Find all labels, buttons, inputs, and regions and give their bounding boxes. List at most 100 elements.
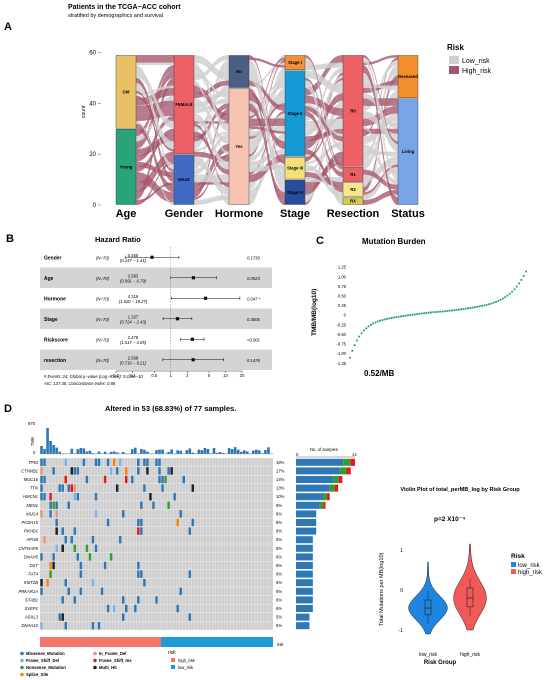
mutation-cell [67,501,71,509]
alluvial-flow [136,161,174,178]
oncoplot-sample-bars [296,456,355,630]
panel-a-ytick: 40 [89,101,96,107]
panel-a-axis-labels: Age Gender Hormone Stage Resection Status [116,208,425,220]
panel-d-oncoplot: D Altered in 53 (68.83%) of 77 samples. … [4,403,357,677]
mutation-cell [137,467,140,475]
tmb-bar [167,451,170,454]
tmb-point [362,329,365,332]
alluvial-flow [136,95,174,152]
tmb-bar [73,453,77,454]
tmb-bar [197,449,201,454]
mutation-cell [137,458,140,466]
tmb-bar [227,448,231,454]
alluvial-axis-label: Status [391,208,425,220]
tmb-bar [200,450,204,454]
gene-percent: 6% [276,580,282,585]
gene-sample-bar [296,510,317,518]
tmb-bar [49,441,52,454]
tmb-point [476,305,479,308]
mutation-cell [67,484,71,492]
gene-name: DNAH10 [21,623,38,628]
mutation-cell [167,501,170,509]
gene-percent: 10% [276,494,285,499]
alluvial-stratum-label: FEMALE [175,102,192,107]
panel-b-forest: B Hazard Ratio Gender (N=70) 0.455(0.147 −… [6,233,272,386]
tmb-bar [176,450,179,454]
mutation-cell [176,518,179,527]
tmb-point [501,297,504,300]
alluvial-flow [249,62,285,89]
gene-sample-bar [296,605,313,612]
tmb-bar [79,447,83,454]
tmb-bar [149,453,152,454]
legend-high-risk-swatch [449,66,459,74]
mutation-cell [143,484,146,492]
violin-ytick: 0 [400,588,403,594]
forest-p: 0.1730 [247,255,260,260]
alluvial-stratum [115,55,137,129]
alluvial-stratum [342,55,364,167]
alluvial-flow [249,54,285,165]
mutation-cell [61,527,65,535]
gene-name: CTNNB1 [21,468,38,473]
mutation-legend-label: In_Frame_Del [99,651,126,656]
tmb-point [453,309,456,312]
gene-sample-bar [296,613,310,621]
tmb-bar [252,450,255,454]
mutation-cell [40,458,43,466]
tmb-bar [127,453,131,454]
tmb-bar [143,449,146,454]
alluvial-stratum [173,55,195,154]
alluvial-flow [136,171,174,200]
mutation-cell [49,510,52,518]
forest-variable: Gender [44,255,62,261]
mutation-cell [164,475,167,484]
tmb-point [369,323,372,326]
tmb-point [388,317,391,320]
alluvial-flow [136,77,174,183]
alluvial-flow [305,57,343,172]
tmb-point [383,318,386,321]
mutation-cell [140,518,143,527]
panel-c-ytick: 0.50 [338,293,347,298]
tmb-point [411,313,414,316]
mutation-cell [121,596,125,604]
alluvial-flow [249,88,285,205]
mutation-cell [43,458,46,466]
mutation-legend-swatch [93,651,97,656]
tmb-bar [82,448,86,454]
alluvial-flow [194,131,229,175]
tmb-point [349,356,351,359]
mutation-cell [64,536,68,544]
tmb-point [353,344,356,347]
panel-violin: Violin Plot of total_perMB_log by Risk G… [379,487,543,666]
mutation-cell [85,475,89,484]
alluvial-flow [363,54,398,144]
mutation-cell [109,553,113,561]
mutation-legend-label: Multi_Hit [99,665,117,670]
mutation-cell [73,527,77,535]
alluvial-flow [305,80,343,205]
alluvial-flow [305,54,343,167]
tmb-point [460,308,463,311]
alluvial-flow [363,80,398,175]
gene-percent: 5% [276,623,282,628]
tmb-bar [242,450,246,454]
gene-percent: 9% [276,503,282,508]
alluvial-axis-label: Hormone [215,208,263,220]
mutation-cell [55,501,58,509]
alluvial-flow [194,194,229,205]
tmb-bar [233,447,237,454]
mutation-legend-swatch [93,665,97,670]
mutation-cell [173,493,176,501]
alluvial-flow [249,75,285,188]
mutation-cell [118,536,122,544]
tmb-label: TMB [30,437,35,446]
forest-hr: 2.568 [128,355,139,360]
alluvial-stratum-label: No [236,69,242,74]
alluvial-flow [363,126,398,198]
mutation-cell [103,475,107,484]
alluvial-flow [194,62,229,205]
gene-percent: 6% [276,606,282,611]
alluvial-flow [194,143,229,193]
